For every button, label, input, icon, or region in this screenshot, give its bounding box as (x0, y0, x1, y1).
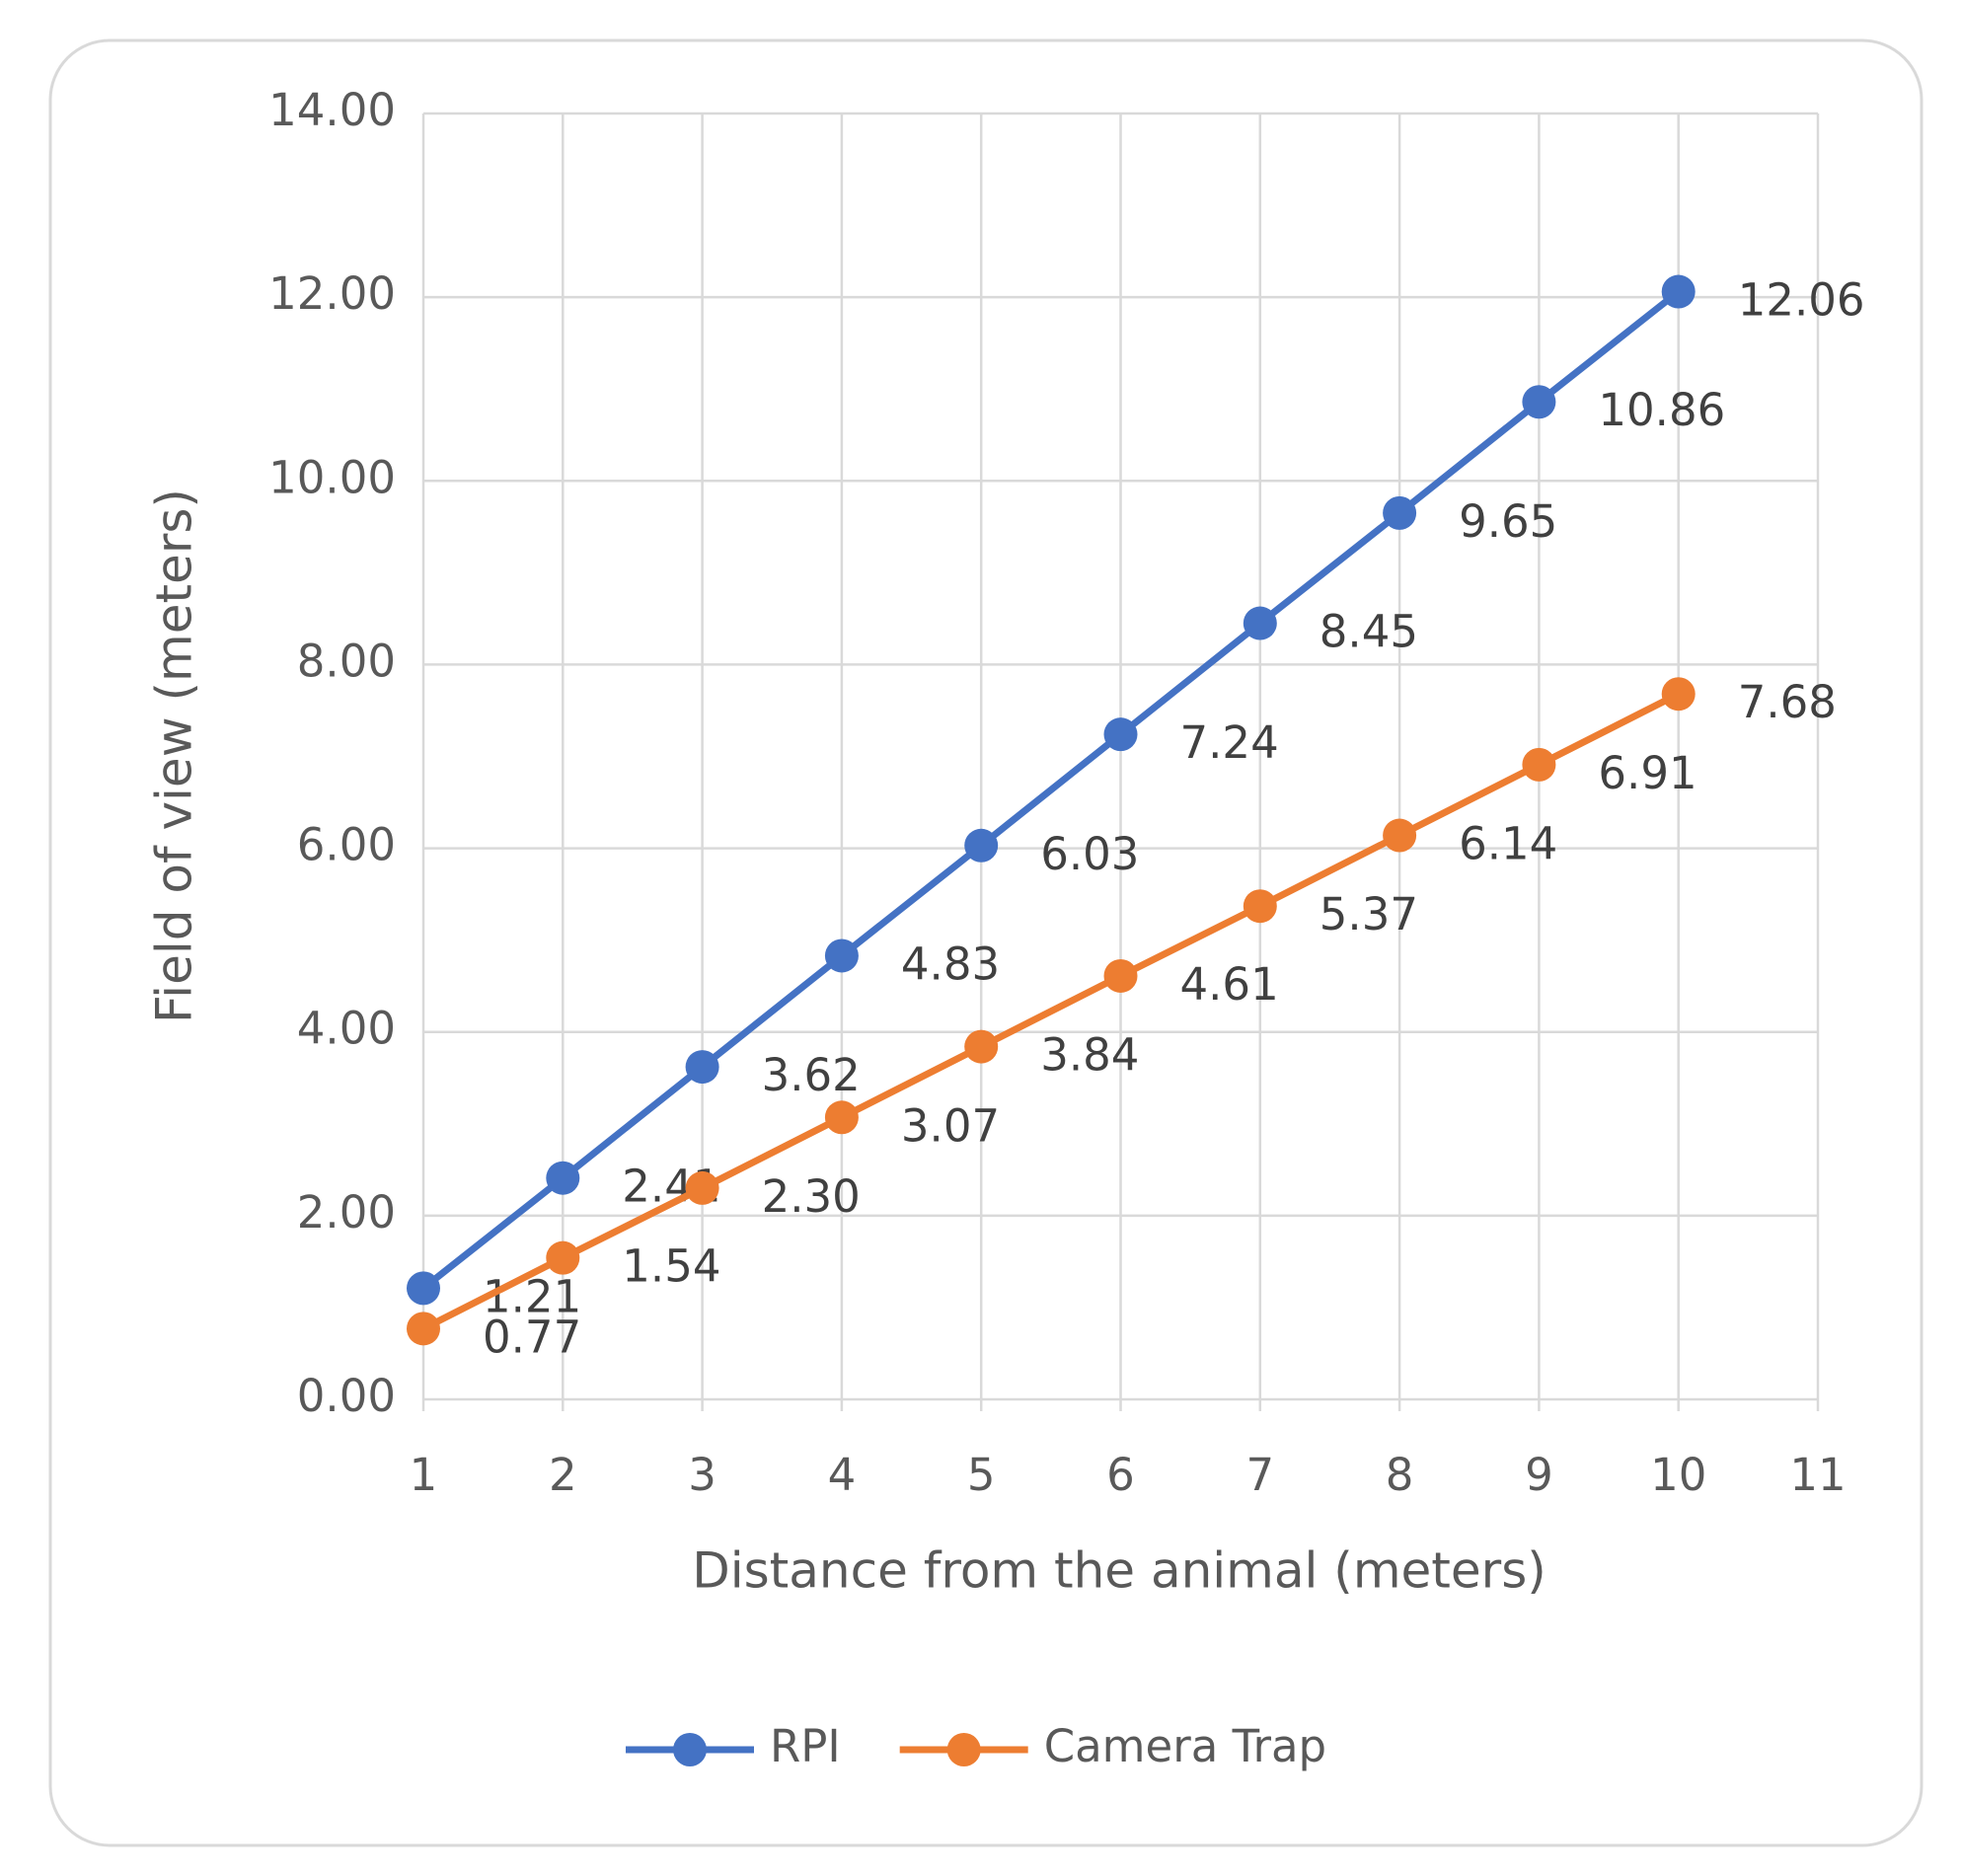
data-label: 9.65 (1459, 495, 1557, 548)
point (1103, 958, 1138, 993)
series-line (420, 288, 1681, 1292)
data-label: 0.77 (483, 1311, 581, 1363)
point (1661, 677, 1696, 712)
x-tick-label: 1 (410, 1449, 438, 1501)
x-tick-label: 7 (1245, 1449, 1274, 1501)
x-tick-label: 4 (828, 1449, 857, 1501)
x-tick-label: 8 (1386, 1449, 1414, 1501)
data-label: 1.54 (622, 1240, 720, 1293)
y-tick-label: 0.00 (297, 1370, 396, 1422)
data-label: 6.14 (1459, 818, 1557, 870)
data-label: 4.83 (901, 938, 1000, 990)
y-tick-label: 12.00 (268, 267, 396, 320)
point (1383, 818, 1417, 853)
data-label: 3.62 (762, 1049, 861, 1101)
x-tick-label: 5 (967, 1449, 996, 1501)
legend-marker (946, 1733, 981, 1766)
data-label: 7.24 (1180, 716, 1279, 769)
y-tick-label: 8.00 (297, 635, 396, 687)
x-tick-label: 6 (1106, 1449, 1135, 1501)
point (407, 1271, 440, 1306)
data-label: 10.86 (1598, 384, 1725, 436)
point (685, 1170, 719, 1205)
data-label: 1.21 (483, 1270, 581, 1322)
y-tick-label: 2.00 (297, 1186, 396, 1238)
x-tick-label: 2 (549, 1449, 577, 1501)
point (1103, 717, 1138, 752)
point (546, 1161, 580, 1195)
point (1661, 274, 1696, 309)
data-label: 5.37 (1320, 888, 1418, 940)
legend-marker (673, 1733, 707, 1766)
point (1243, 606, 1277, 640)
data-label: 6.91 (1598, 747, 1697, 799)
legend-label: Camera Trap (1044, 1720, 1326, 1772)
point (824, 1100, 859, 1135)
point (964, 1029, 999, 1064)
data-label: 3.07 (901, 1099, 1000, 1152)
point (407, 1312, 440, 1346)
x-tick-label: 3 (688, 1449, 717, 1501)
chart-frame (48, 38, 1923, 1847)
point (1522, 747, 1556, 782)
data-label: 8.45 (1320, 606, 1418, 658)
x-tick-label: 10 (1650, 1449, 1706, 1501)
data-label: 7.68 (1738, 676, 1837, 728)
point (824, 938, 859, 973)
point (685, 1050, 719, 1085)
legend-label: RPI (770, 1720, 841, 1772)
data-label: 2.30 (762, 1170, 861, 1223)
x-tick-label: 11 (1789, 1449, 1846, 1501)
x-axis-title: Distance from the animal (meters) (692, 1542, 1546, 1600)
point (1522, 385, 1556, 419)
y-tick-label: 6.00 (297, 819, 396, 871)
y-tick-label: 10.00 (268, 451, 396, 503)
point (546, 1240, 580, 1275)
data-label: 6.03 (1040, 828, 1139, 880)
y-tick-label: 14.00 (268, 84, 396, 136)
x-tick-label: 9 (1525, 1449, 1553, 1501)
point (1243, 889, 1277, 924)
data-label: 4.61 (1180, 958, 1279, 1011)
data-label: 3.84 (1040, 1029, 1139, 1082)
y-axis-title: Field of view (meters) (146, 488, 203, 1023)
data-label: 12.06 (1738, 274, 1865, 327)
point (1383, 495, 1417, 530)
point (964, 828, 999, 863)
y-tick-label: 4.00 (297, 1003, 396, 1055)
series-line (421, 691, 1681, 1332)
